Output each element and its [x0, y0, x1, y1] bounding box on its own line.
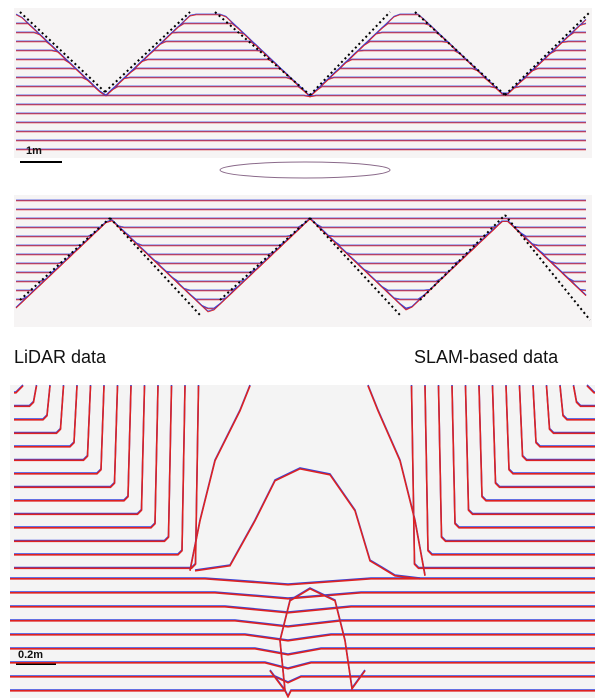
scale-label: 0.2m	[18, 649, 43, 661]
top-panel	[14, 8, 592, 158]
caption: LiDAR data	[14, 347, 106, 368]
figure: 1m LiDAR data SLAM-based data 0.2m	[0, 0, 595, 698]
scale-label: 1m	[26, 145, 42, 157]
caption: SLAM-based data	[414, 347, 558, 368]
center-island	[220, 162, 390, 178]
